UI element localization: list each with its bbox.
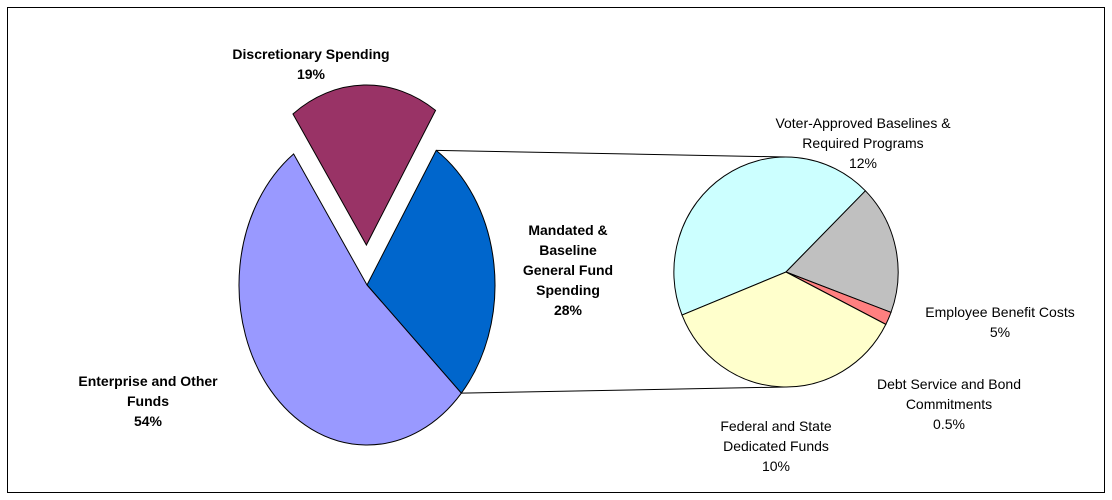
label-federal-and-state-dedicated: Federal and State Dedicated Funds 10%	[720, 418, 832, 474]
slice-discretionary-spending	[293, 85, 436, 245]
slice-employee-benefit-costs	[786, 191, 898, 313]
connector-lines	[436, 149, 787, 394]
label-enterprise-and-other-funds: Enterprise and Other Funds 54%	[78, 373, 218, 429]
label-mandated-baseline-general-fund: Mandated & Baseline General Fund Spending 28…	[523, 222, 613, 318]
slice-voter-approved-baselines-required-programs	[674, 157, 866, 315]
connector-line-top	[436, 149, 787, 158]
label-voter-approved-baselines: Voter-Approved Baselines & Required Progr…	[775, 115, 951, 171]
slice-labels: Discretionary Spending 19% Mandated & Basel…	[78, 46, 1074, 474]
chart-frame	[7, 7, 1105, 493]
slice-enterprise-and-other-funds	[239, 154, 461, 445]
label-debt-service-and-bond: Debt Service and Bond Commitments 0.5%	[877, 376, 1021, 432]
slice-federal-and-state-dedicated-funds	[682, 272, 886, 387]
main-pie	[239, 85, 495, 445]
connector-line-bottom	[461, 386, 787, 394]
secondary-pie	[674, 157, 898, 387]
slice-mandated-baseline-general-fund-spending	[367, 150, 495, 393]
label-discretionary-spending: Discretionary Spending 19%	[232, 46, 389, 82]
label-employee-benefit-costs: Employee Benefit Costs 5%	[925, 304, 1074, 340]
